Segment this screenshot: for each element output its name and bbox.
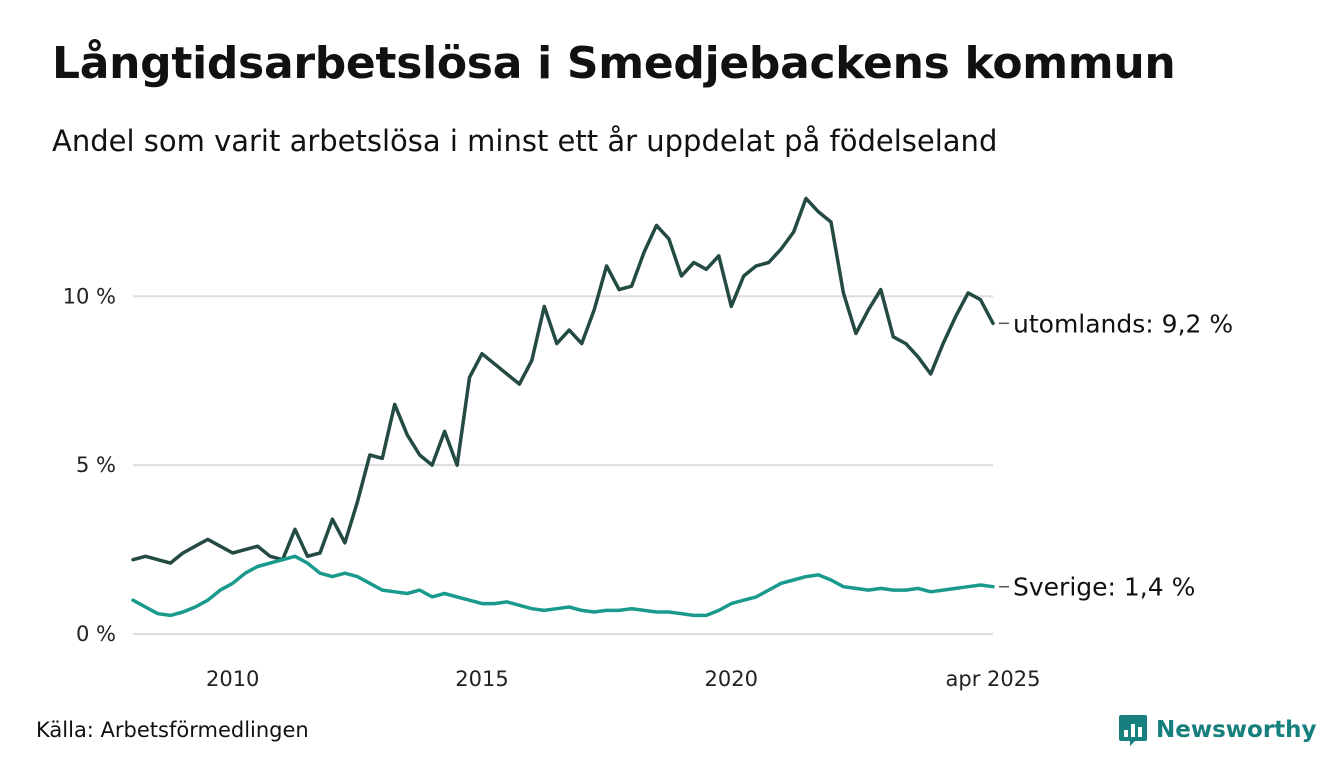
series-line-utomlands bbox=[131, 196, 995, 565]
y-axis: 0 % 5 % 10 % bbox=[63, 284, 116, 646]
x-tick-label: 2010 bbox=[206, 667, 259, 691]
x-axis: 2010 2015 2020 apr 2025 bbox=[206, 667, 1040, 691]
chart-title: Långtidsarbetslösa i Smedjebackens kommu… bbox=[52, 38, 1176, 89]
end-labels: utomlands: 9,2 % Sverige: 1,4 % bbox=[999, 309, 1233, 602]
series-lines bbox=[131, 196, 995, 618]
gridlines bbox=[133, 295, 993, 635]
line-chart: 0 % 5 % 10 % 2010 2015 2020 apr 2025 utomland… bbox=[63, 196, 1233, 691]
chart-subtitle: Andel som varit arbetslösa i minst ett å… bbox=[52, 124, 998, 158]
series-line-sverige bbox=[131, 554, 995, 618]
y-tick-label: 5 % bbox=[76, 453, 116, 477]
brand-name: Newsworthy bbox=[1156, 717, 1317, 743]
x-tick-label: 2020 bbox=[705, 667, 758, 691]
y-tick-label: 0 % bbox=[76, 622, 116, 646]
y-tick-label: 10 % bbox=[63, 284, 116, 308]
end-label-utomlands: utomlands: 9,2 % bbox=[1013, 309, 1233, 338]
newsworthy-logo-icon bbox=[1119, 715, 1147, 746]
x-tick-label: 2015 bbox=[455, 667, 508, 691]
source-note: Källa: Arbetsförmedlingen bbox=[36, 718, 309, 742]
x-tick-label: apr 2025 bbox=[946, 667, 1041, 691]
end-label-sverige: Sverige: 1,4 % bbox=[1013, 573, 1195, 602]
brand-logo: Newsworthy bbox=[1118, 710, 1317, 750]
